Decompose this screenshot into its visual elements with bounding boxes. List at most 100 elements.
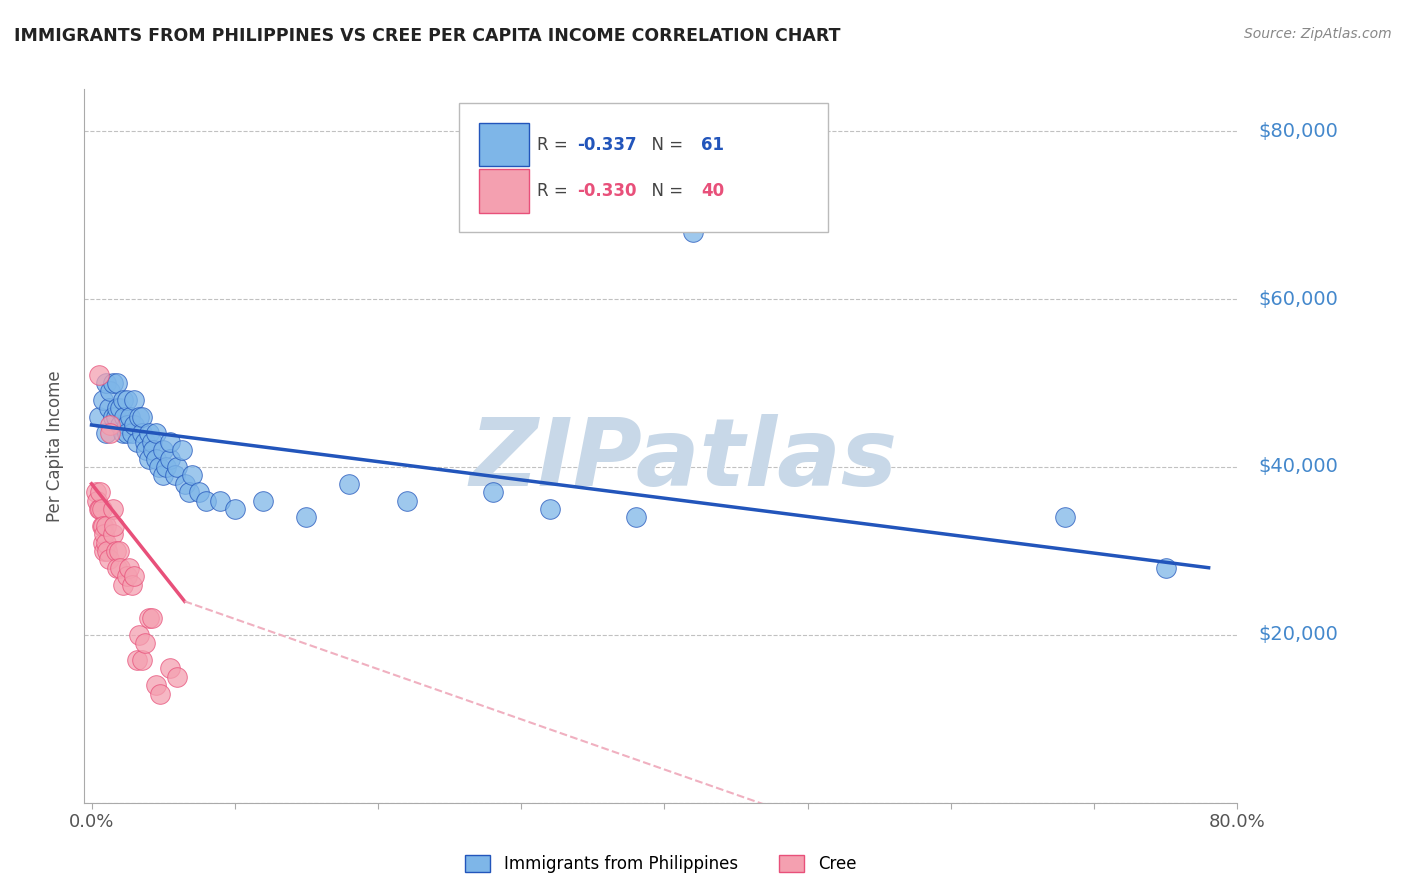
Point bbox=[1154, 560, 1177, 574]
Point bbox=[538, 502, 561, 516]
FancyBboxPatch shape bbox=[478, 123, 530, 166]
Point bbox=[114, 409, 136, 424]
Point bbox=[104, 409, 127, 424]
Point bbox=[1054, 510, 1077, 524]
Point bbox=[94, 426, 117, 441]
Point bbox=[108, 401, 131, 416]
Point bbox=[195, 493, 218, 508]
Point bbox=[145, 426, 167, 441]
Point bbox=[131, 426, 153, 441]
Point bbox=[94, 518, 117, 533]
Point bbox=[159, 434, 181, 449]
Point bbox=[138, 611, 160, 625]
Point bbox=[98, 417, 121, 432]
Point bbox=[135, 443, 157, 458]
Point bbox=[91, 518, 114, 533]
Point bbox=[98, 384, 121, 399]
Point bbox=[138, 451, 160, 466]
Point bbox=[87, 368, 110, 382]
Point bbox=[128, 628, 150, 642]
Point bbox=[103, 518, 125, 533]
Point bbox=[105, 401, 128, 416]
Point bbox=[124, 569, 146, 583]
Point bbox=[159, 451, 181, 466]
Point bbox=[112, 392, 135, 407]
FancyBboxPatch shape bbox=[478, 169, 530, 212]
Point bbox=[155, 460, 177, 475]
Text: $80,000: $80,000 bbox=[1258, 121, 1339, 141]
Point bbox=[89, 485, 111, 500]
Text: 40: 40 bbox=[702, 182, 724, 200]
Y-axis label: Per Capita Income: Per Capita Income bbox=[45, 370, 63, 522]
Point bbox=[105, 560, 128, 574]
Point bbox=[120, 409, 142, 424]
FancyBboxPatch shape bbox=[458, 103, 828, 232]
Point bbox=[138, 426, 160, 441]
Point bbox=[118, 560, 141, 574]
Point bbox=[131, 409, 153, 424]
Point bbox=[141, 611, 163, 625]
Point bbox=[96, 544, 118, 558]
Point bbox=[131, 653, 153, 667]
Text: 61: 61 bbox=[702, 136, 724, 153]
Point bbox=[89, 502, 111, 516]
Point bbox=[395, 493, 418, 508]
Point bbox=[134, 636, 156, 650]
Point bbox=[187, 485, 209, 500]
Point bbox=[163, 468, 186, 483]
Point bbox=[107, 544, 129, 558]
Point bbox=[124, 392, 146, 407]
Point bbox=[101, 409, 124, 424]
Point bbox=[117, 426, 139, 441]
Point bbox=[142, 443, 165, 458]
Point bbox=[105, 376, 128, 390]
Point bbox=[94, 535, 117, 549]
Point bbox=[93, 527, 115, 541]
Point bbox=[682, 225, 704, 239]
Point bbox=[145, 451, 167, 466]
Point bbox=[101, 376, 124, 390]
Point bbox=[94, 376, 117, 390]
Point bbox=[101, 502, 124, 516]
Point bbox=[624, 510, 647, 524]
Point bbox=[159, 661, 181, 675]
Point bbox=[98, 426, 121, 441]
Point bbox=[90, 518, 112, 533]
Point bbox=[124, 417, 146, 432]
Text: $60,000: $60,000 bbox=[1258, 290, 1339, 309]
Point bbox=[91, 392, 114, 407]
Legend: Immigrants from Philippines, Cree: Immigrants from Philippines, Cree bbox=[458, 848, 863, 880]
Text: N =: N = bbox=[641, 182, 689, 200]
Point bbox=[481, 485, 503, 500]
Point bbox=[121, 426, 143, 441]
Point bbox=[252, 493, 274, 508]
Point bbox=[87, 409, 110, 424]
Point bbox=[108, 417, 131, 432]
Text: -0.337: -0.337 bbox=[576, 136, 637, 153]
Point bbox=[166, 460, 188, 475]
Point bbox=[166, 670, 188, 684]
Point bbox=[134, 434, 156, 449]
Point bbox=[141, 434, 163, 449]
Text: ZIPatlas: ZIPatlas bbox=[470, 414, 898, 507]
Text: R =: R = bbox=[537, 136, 574, 153]
Point bbox=[84, 485, 107, 500]
Point bbox=[149, 687, 172, 701]
Point bbox=[173, 476, 195, 491]
Text: R =: R = bbox=[537, 182, 574, 200]
Point bbox=[108, 560, 131, 574]
Point bbox=[148, 460, 170, 475]
Point bbox=[117, 417, 139, 432]
Point bbox=[97, 552, 120, 566]
Text: $20,000: $20,000 bbox=[1258, 625, 1339, 644]
Point bbox=[112, 577, 135, 591]
Point bbox=[209, 493, 232, 508]
Point bbox=[91, 535, 114, 549]
Point bbox=[180, 468, 202, 483]
Point bbox=[112, 426, 135, 441]
Point bbox=[152, 443, 174, 458]
Point bbox=[127, 653, 149, 667]
Point bbox=[170, 443, 193, 458]
Point bbox=[101, 527, 124, 541]
Point bbox=[117, 569, 139, 583]
